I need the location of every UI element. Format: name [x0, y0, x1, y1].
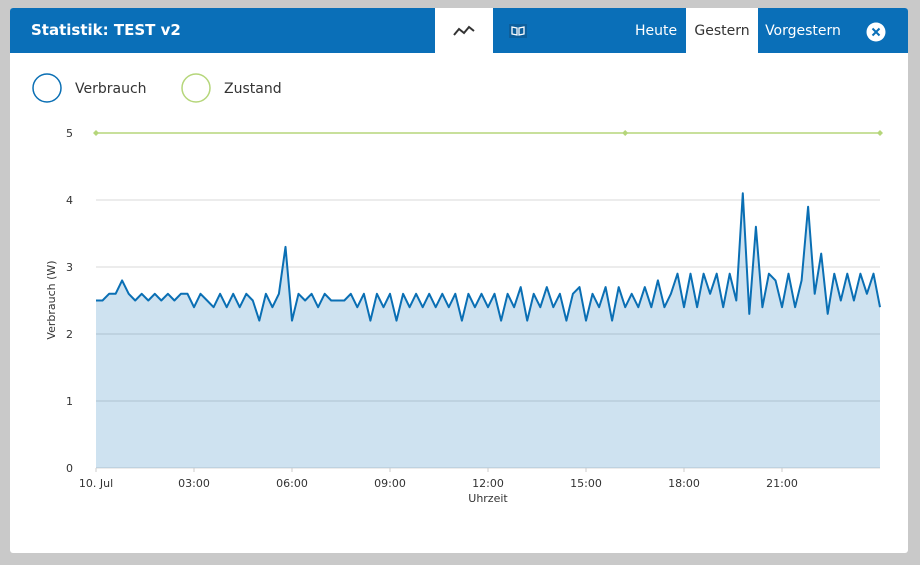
tab-heute[interactable]: Heute — [634, 23, 678, 39]
x-tick-label: 06:00 — [276, 477, 308, 490]
x-tick-label: 12:00 — [472, 477, 504, 490]
point — [877, 130, 883, 136]
tab-vorgestern[interactable]: Vorgestern — [765, 23, 841, 39]
chart-icon — [453, 25, 475, 36]
x-tick-label: 21:00 — [766, 477, 798, 490]
y-tick-label: 5 — [66, 127, 73, 140]
modal-title: Statistik: TEST v2 — [31, 21, 181, 39]
legend-label[interactable]: Zustand — [224, 81, 282, 97]
legend-label[interactable]: Verbrauch — [75, 81, 147, 97]
point — [622, 130, 629, 136]
area — [96, 193, 880, 469]
x-axis-label: Uhrzeit — [468, 492, 508, 505]
header: Statistik: TEST v2 Heute Gestern Vorgest… — [10, 8, 908, 53]
y-tick-label: 1 — [66, 395, 73, 408]
legend-marker[interactable] — [181, 73, 211, 103]
book-icon — [509, 24, 527, 38]
x-tick-label: 09:00 — [374, 477, 406, 490]
point — [93, 130, 99, 136]
table-view-tab[interactable] — [500, 8, 536, 53]
x-tick-label: 18:00 — [668, 477, 700, 490]
y-tick-label: 2 — [66, 328, 73, 341]
line — [96, 192, 881, 322]
x-tick-label: 10. Jul — [79, 477, 113, 490]
y-tick-label: 4 — [66, 194, 73, 207]
close-button[interactable] — [866, 22, 886, 42]
chart-view-tab[interactable] — [435, 8, 493, 53]
y-tick-label: 0 — [66, 462, 73, 475]
x-tick-label: 03:00 — [178, 477, 210, 490]
tab-gestern[interactable]: Gestern — [686, 8, 758, 53]
y-tick-label: 3 — [66, 261, 73, 274]
modal: Statistik: TEST v2 Heute Gestern Vorgest… — [10, 8, 908, 553]
y-axis-label: Verbrauch (W) — [45, 260, 58, 339]
x-tick-label: 15:00 — [570, 477, 602, 490]
legend-marker[interactable] — [32, 73, 62, 103]
